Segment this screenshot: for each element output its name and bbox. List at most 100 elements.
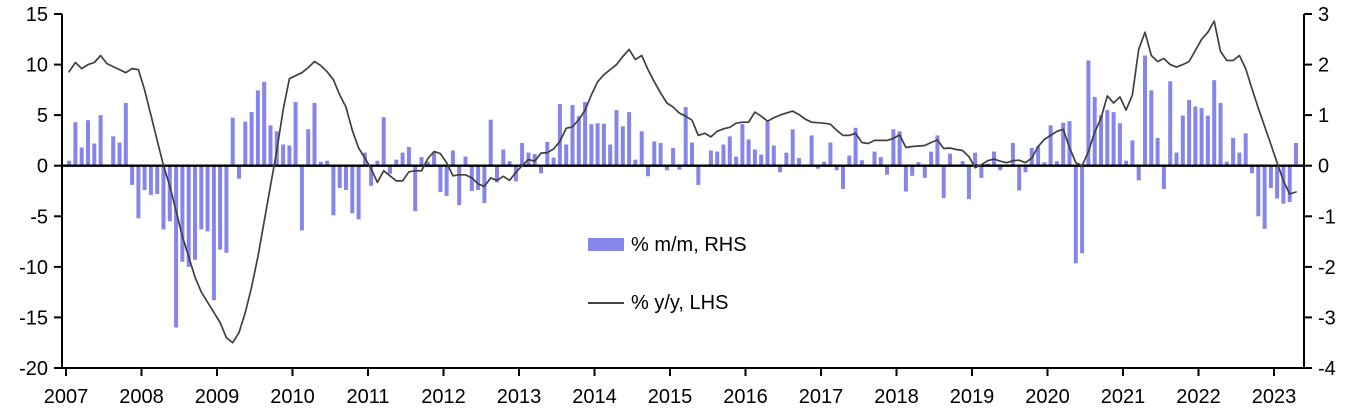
right-axis-tick-label: 3: [1318, 4, 1329, 26]
right-axis-tick-label: -3: [1318, 307, 1336, 329]
mm-bar: [167, 165, 172, 222]
mm-bar: [92, 143, 97, 166]
mm-bar: [1243, 133, 1248, 166]
mm-bar: [620, 126, 625, 166]
mm-bar: [444, 165, 449, 196]
mm-bar: [1205, 115, 1210, 166]
left-axis-tick-label: 15: [26, 4, 48, 26]
mm-bar: [1010, 143, 1015, 166]
mm-bar: [1155, 137, 1160, 166]
mm-bar: [293, 102, 298, 166]
mm-bar: [262, 81, 267, 166]
left-axis: 15 10 5 0 -5 -10 -15 -20: [19, 4, 62, 380]
mm-bar: [218, 165, 223, 250]
mm-bar: [331, 165, 336, 216]
mm-bar: [595, 123, 600, 166]
mm-bar: [765, 121, 770, 166]
mm-bar: [1036, 146, 1041, 166]
mm-bar: [268, 125, 273, 166]
mm-bar: [457, 165, 462, 206]
mm-bar: [1174, 152, 1179, 166]
mm-bar: [778, 165, 783, 173]
mm-bar: [73, 122, 78, 166]
mm-bar: [394, 159, 399, 166]
mm-bar: [488, 119, 493, 166]
mm-bar: [312, 103, 317, 166]
mm-bar: [822, 161, 827, 166]
mm-bar: [117, 142, 122, 166]
mm-bar: [929, 151, 934, 166]
mm-bar: [463, 156, 468, 166]
mm-bar: [935, 135, 940, 166]
mm-bar: [369, 165, 374, 186]
mm-bar: [771, 145, 776, 166]
mm-bar: [111, 136, 116, 166]
mm-bar: [897, 131, 902, 166]
mm-bar: [1105, 110, 1110, 166]
mm-bar: [683, 107, 688, 166]
mm-bar: [86, 120, 90, 166]
mm-bar: [1180, 115, 1185, 166]
x-axis-year-label: 2013: [497, 386, 542, 408]
mm-bar: [67, 160, 72, 166]
mm-bar: [1023, 165, 1028, 173]
mm-bar: [601, 123, 606, 166]
mm-bar: [155, 165, 160, 194]
mm-bar: [1250, 165, 1254, 174]
mm-bar: [211, 165, 216, 301]
mm-bar: [230, 117, 235, 166]
mm-bar: [557, 104, 562, 166]
mm-bar: [148, 165, 153, 195]
legend-yy-label: % y/y, LHS: [631, 291, 729, 314]
mm-bar: [142, 165, 147, 190]
mm-bar: [337, 165, 342, 188]
legend-item-yy: % y/y, LHS: [588, 292, 747, 314]
left-axis-tick-label: -20: [19, 358, 48, 380]
mm-bar: [237, 165, 241, 179]
mm-bar: [482, 165, 487, 204]
x-axis-year-label: 2020: [1025, 386, 1070, 408]
mm-bar: [916, 162, 921, 166]
mm-bar: [193, 165, 197, 260]
mm-bar: [1187, 100, 1192, 166]
mm-bar: [646, 165, 650, 177]
mm-bar: [406, 147, 411, 166]
mm-bar: [325, 160, 330, 166]
x-axis-year-label: 2015: [648, 386, 693, 408]
mm-bar: [1231, 137, 1236, 166]
mm-bar: [1199, 108, 1204, 166]
mm-bar: [948, 153, 952, 166]
mm-bar: [834, 165, 839, 171]
mm-bar: [878, 157, 883, 166]
x-axis-year-label: 2012: [421, 386, 466, 408]
x-axis-year-label: 2008: [119, 386, 164, 408]
x-axis-year-label: 2018: [874, 386, 919, 408]
mm-bar: [356, 165, 361, 220]
mm-bar: [583, 102, 588, 166]
mm-bar: [746, 139, 751, 166]
mm-bar: [1111, 112, 1116, 166]
mm-bar: [318, 161, 323, 166]
mm-bar: [224, 165, 229, 253]
mm-bar: [186, 165, 191, 267]
mm-bar: [797, 158, 801, 166]
right-axis-tick-label: 1: [1318, 105, 1329, 127]
legend-mm-label: % m/m, RHS: [631, 233, 747, 256]
mm-bar: [1218, 103, 1223, 166]
mm-bar: [1224, 161, 1229, 166]
mm-bar: [1130, 140, 1135, 166]
mm-bar: [790, 129, 795, 166]
mm-bar: [438, 165, 443, 192]
mm-bar: [853, 127, 858, 166]
mm-bar: [1287, 165, 1292, 203]
mm-bar: [1294, 143, 1298, 166]
mm-bar: [1042, 162, 1047, 166]
mm-bar: [696, 165, 701, 185]
mm-bar: [495, 165, 499, 183]
mm-bar: [859, 160, 864, 166]
mm-bar: [388, 165, 392, 174]
mm-bar: [1048, 125, 1053, 166]
mm-bar: [1080, 165, 1085, 254]
